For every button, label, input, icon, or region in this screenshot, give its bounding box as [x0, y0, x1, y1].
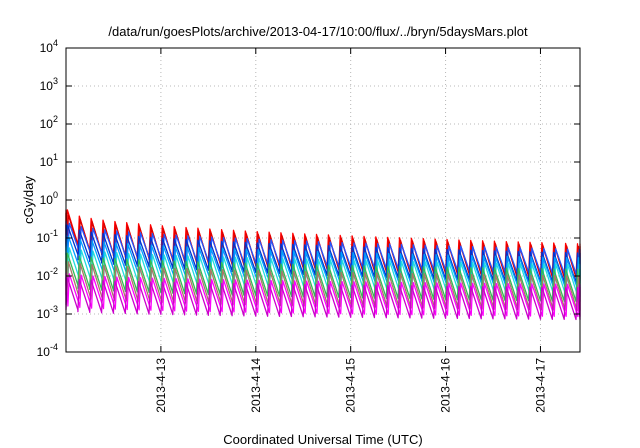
x-axis-ticks: 2013-4-13 2013-4-14 2013-4-15 2013-4-16 2013… [154, 48, 547, 413]
y-axis-label: cGy/day [21, 176, 36, 224]
y-tick-label: 101 [40, 152, 58, 169]
y-axis-ticks: 10-4 10-3 10-2 10-1 100 101 102 103 104 [37, 38, 580, 359]
series-line [65, 277, 581, 321]
x-tick-label: 2013-4-15 [344, 358, 358, 413]
y-tick-label: 10-2 [37, 266, 58, 283]
x-axis-label: Coordinated Universal Time (UTC) [223, 432, 422, 447]
y-tick-label: 104 [40, 38, 58, 55]
y-tick-label: 10-3 [37, 304, 58, 321]
y-tick-label: 10-4 [37, 342, 58, 359]
series-group [65, 209, 581, 321]
chart-title: /data/run/goesPlots/archive/2013-04-17/1… [108, 24, 528, 39]
y-tick-label: 100 [40, 190, 58, 207]
x-tick-label: 2013-4-13 [154, 358, 168, 413]
x-tick-label: 2013-4-14 [249, 358, 263, 413]
y-tick-label: 10-1 [37, 228, 58, 245]
y-tick-label: 103 [40, 76, 58, 93]
series-line [65, 224, 581, 284]
x-tick-label: 2013-4-17 [533, 358, 547, 413]
y-tick-label: 102 [40, 114, 58, 131]
series-line [65, 272, 581, 318]
series-line [65, 252, 581, 303]
x-tick-label: 2013-4-16 [439, 358, 453, 413]
